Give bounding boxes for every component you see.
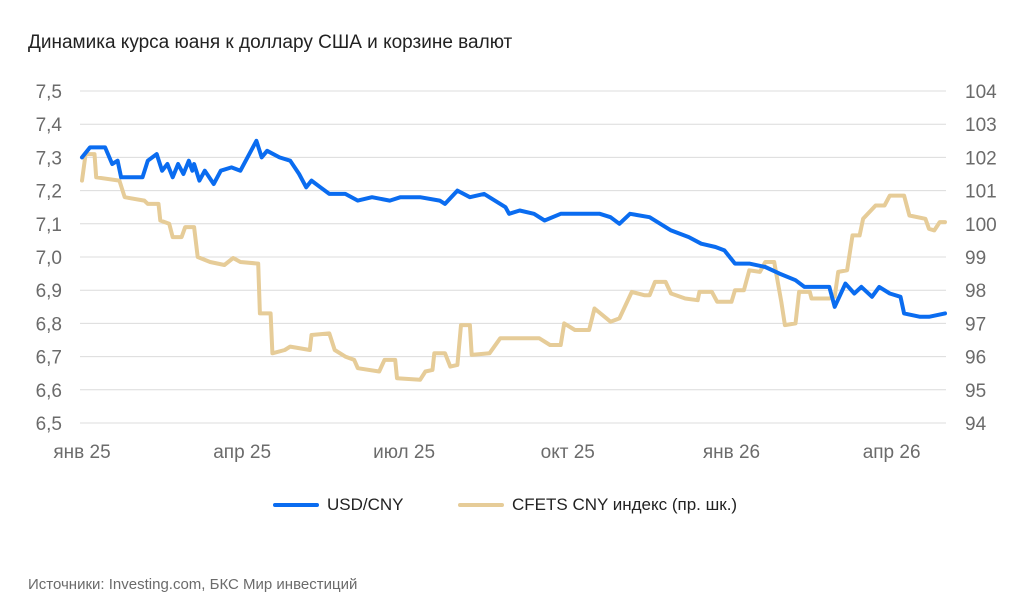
x-tick-label: июл 25 — [373, 442, 435, 463]
left-tick-label: 6,9 — [36, 281, 62, 302]
series-line-cfets — [80, 152, 947, 382]
x-tick-label: апр 25 — [213, 442, 271, 463]
left-tick-label: 7,1 — [36, 215, 62, 236]
left-tick-label: 7,4 — [36, 115, 63, 136]
legend-swatch-gold — [458, 503, 504, 507]
legend-swatch-blue — [273, 503, 319, 507]
legend-item-cfets: CFETS CNY индекс (пр. шк.) — [458, 495, 737, 515]
source-note: Источники: Investing.com, БКС Мир инвест… — [28, 576, 358, 593]
series-lines — [80, 138, 947, 382]
right-tick-label: 96 — [965, 348, 986, 369]
right-tick-label: 100 — [965, 215, 997, 236]
left-tick-label: 6,8 — [36, 314, 62, 335]
gridlines — [80, 90, 946, 424]
x-tick-label: апр 26 — [863, 442, 921, 463]
right-tick-label: 94 — [965, 414, 987, 435]
right-tick-label: 101 — [965, 182, 997, 203]
chart-title: Динамика курса юаня к доллару США и корз… — [28, 32, 513, 53]
x-axis-ticks: янв 25 апр 25 июл 25 окт 25 янв 26 апр 26 — [53, 442, 920, 463]
x-tick-label: янв 25 — [53, 442, 110, 463]
legend-item-usdcny: USD/CNY — [273, 495, 404, 515]
x-tick-label: янв 26 — [703, 442, 760, 463]
left-tick-label: 7,5 — [36, 82, 62, 103]
right-tick-label: 99 — [965, 248, 986, 269]
right-tick-label: 102 — [965, 148, 997, 169]
left-tick-label: 6,7 — [36, 348, 62, 369]
right-tick-label: 95 — [965, 381, 986, 402]
right-tick-label: 103 — [965, 115, 997, 136]
right-tick-label: 98 — [965, 281, 986, 302]
left-tick-label: 7,0 — [36, 248, 62, 269]
left-axis-ticks: 6,5 6,6 6,7 6,8 6,9 7,0 7,1 7,2 7,3 7,4 7,5 — [36, 82, 63, 435]
left-tick-label: 6,6 — [36, 381, 62, 402]
legend-label: USD/CNY — [327, 495, 404, 514]
legend-label: CFETS CNY индекс (пр. шк.) — [512, 495, 738, 514]
right-axis-ticks: 94 95 96 97 98 99 100 101 102 103 104 — [965, 82, 997, 435]
left-tick-label: 7,3 — [36, 148, 62, 169]
x-tick-label: окт 25 — [541, 442, 595, 463]
left-tick-label: 6,5 — [36, 414, 62, 435]
right-tick-label: 97 — [965, 314, 986, 335]
series-line-usdcny — [80, 138, 947, 319]
right-tick-label: 104 — [965, 82, 997, 103]
left-tick-label: 7,2 — [36, 182, 62, 203]
